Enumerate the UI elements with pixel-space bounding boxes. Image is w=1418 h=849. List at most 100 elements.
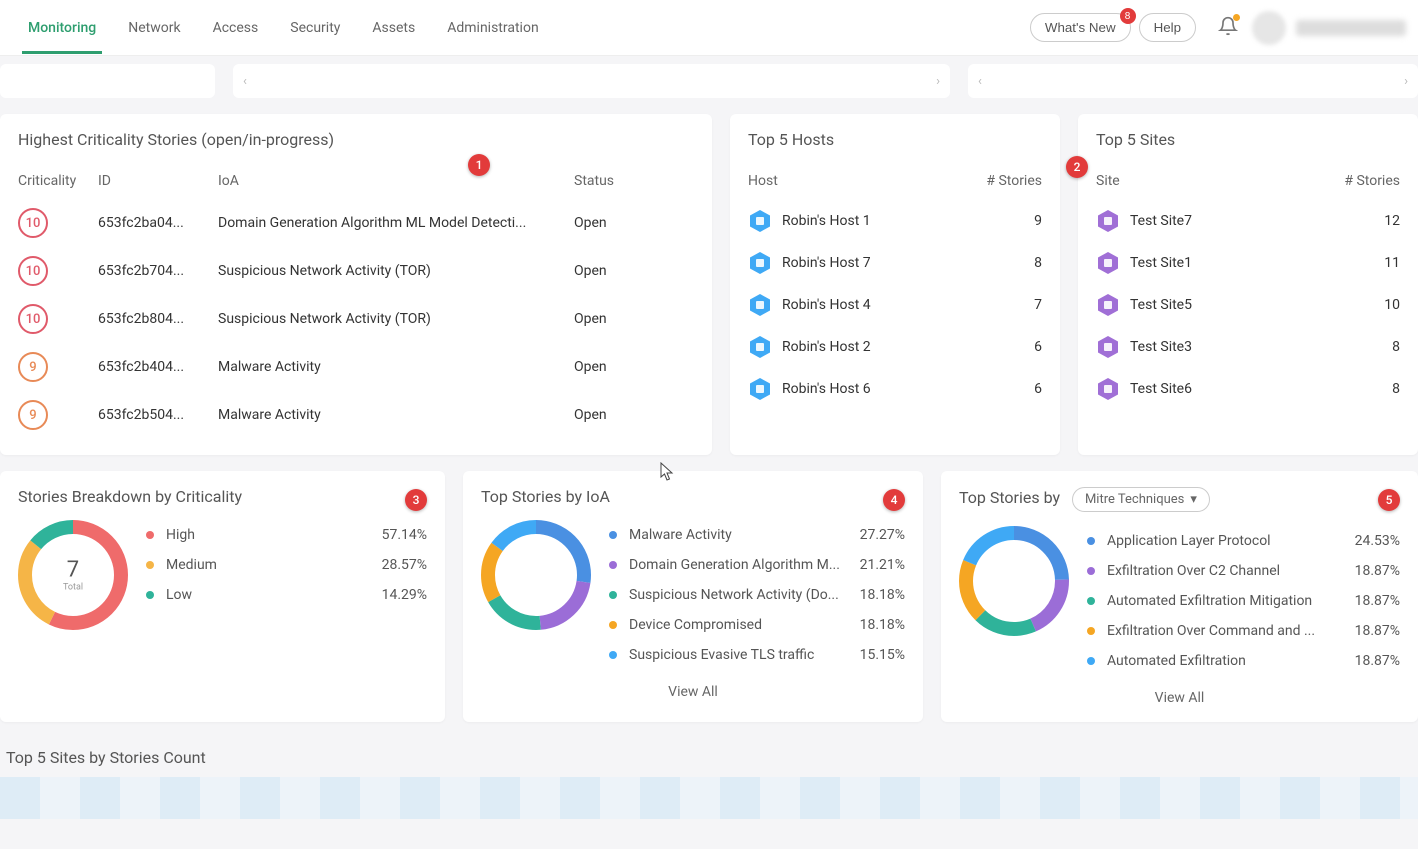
legend-item[interactable]: Low 14.29% (146, 580, 427, 610)
legend-pct: 15.15% (860, 647, 905, 663)
story-row[interactable]: 10 653fc2ba04... Domain Generation Algor… (18, 199, 694, 247)
story-id: 653fc2b504... (98, 407, 218, 423)
legend-dot (609, 531, 617, 539)
host-row[interactable]: Robin's Host 1 9 (748, 200, 1042, 242)
legend-item[interactable]: Malware Activity 27.27% (609, 520, 905, 550)
host-row[interactable]: Robin's Host 6 6 (748, 368, 1042, 410)
host-icon (748, 377, 772, 401)
site-count: 10 (1320, 297, 1400, 313)
legend-item[interactable]: Domain Generation Algorithm M... 21.21% (609, 550, 905, 580)
site-row[interactable]: Test Site7 12 (1096, 200, 1400, 242)
summary-box-2[interactable]: ‹› (233, 64, 950, 98)
nav-tab-assets[interactable]: Assets (356, 2, 431, 54)
nav-tabs: MonitoringNetworkAccessSecurityAssetsAdm… (12, 2, 555, 54)
legend-label: Suspicious Evasive TLS traffic (629, 647, 850, 663)
mitre-dropdown-label: Mitre Techniques (1085, 492, 1184, 507)
breakdown-total: 7 (63, 558, 83, 583)
host-count: 9 (962, 213, 1042, 229)
nav-tab-network[interactable]: Network (112, 2, 196, 54)
mitre-dropdown[interactable]: Mitre Techniques ▾ (1072, 487, 1210, 512)
story-status: Open (574, 407, 694, 423)
story-row[interactable]: 10 653fc2b704... Suspicious Network Acti… (18, 247, 694, 295)
host-count: 6 (962, 339, 1042, 355)
legend-item[interactable]: Suspicious Network Activity (Do... 18.18… (609, 580, 905, 610)
legend-label: Application Layer Protocol (1107, 533, 1345, 549)
whats-new-button[interactable]: What's New 8 (1030, 13, 1131, 42)
legend-label: Domain Generation Algorithm M... (629, 557, 850, 573)
top-nav: MonitoringNetworkAccessSecurityAssetsAdm… (0, 0, 1418, 56)
story-row[interactable]: 9 653fc2b504... Malware Activity Open (18, 391, 694, 439)
site-row[interactable]: Test Site1 11 (1096, 242, 1400, 284)
mitre-donut (959, 526, 1069, 636)
nav-tab-security[interactable]: Security (274, 2, 356, 54)
criticality-badge: 9 (18, 400, 48, 430)
legend-pct: 21.21% (860, 557, 905, 573)
site-name: Test Site7 (1130, 213, 1192, 229)
legend-pct: 24.53% (1355, 533, 1400, 549)
story-status: Open (574, 263, 694, 279)
notifications-icon[interactable] (1218, 16, 1238, 40)
mitre-view-all-link[interactable]: View All (959, 676, 1400, 706)
col-host: Host (748, 173, 962, 189)
help-label: Help (1154, 20, 1181, 35)
site-row[interactable]: Test Site6 8 (1096, 368, 1400, 410)
host-row[interactable]: Robin's Host 2 6 (748, 326, 1042, 368)
legend-item[interactable]: Suspicious Evasive TLS traffic 15.15% (609, 640, 905, 670)
story-ioa: Malware Activity (218, 407, 574, 423)
nav-tab-administration[interactable]: Administration (431, 2, 554, 54)
legend-dot (1087, 537, 1095, 545)
annotation-badge-5: 5 (1378, 489, 1400, 511)
story-row[interactable]: 10 653fc2b804... Suspicious Network Acti… (18, 295, 694, 343)
col-ioa: IoA (218, 173, 574, 189)
breakdown-total-label: Total (63, 583, 83, 593)
breakdown-title: Stories Breakdown by Criticality (18, 487, 427, 506)
legend-dot (1087, 597, 1095, 605)
legend-pct: 18.87% (1355, 593, 1400, 609)
legend-item[interactable]: Automated Exfiltration 18.87% (1087, 646, 1400, 676)
breakdown-card: 3 Stories Breakdown by Criticality 7 Tot… (0, 471, 445, 722)
top-ioa-card: 4 Top Stories by IoA Malware Activity 27… (463, 471, 923, 722)
annotation-badge-1: 1 (468, 154, 490, 176)
top-mitre-card: 5 Top Stories by Mitre Techniques ▾ Appl… (941, 471, 1418, 722)
username-redacted (1296, 20, 1406, 36)
legend-item[interactable]: Automated Exfiltration Mitigation 18.87% (1087, 586, 1400, 616)
annotation-badge-2: 2 (1066, 156, 1088, 178)
legend-label: Device Compromised (629, 617, 850, 633)
site-count: 12 (1320, 213, 1400, 229)
highest-criticality-card: Highest Criticality Stories (open/in-pro… (0, 114, 712, 455)
annotation-badge-4: 4 (883, 489, 905, 511)
site-row[interactable]: Test Site3 8 (1096, 326, 1400, 368)
site-icon (1096, 293, 1120, 317)
nav-tab-access[interactable]: Access (197, 2, 275, 54)
summary-strip: ‹› ‹› (0, 56, 1418, 114)
host-count: 7 (962, 297, 1042, 313)
legend-item[interactable]: High 57.14% (146, 520, 427, 550)
legend-item[interactable]: Exfiltration Over C2 Channel 18.87% (1087, 556, 1400, 586)
help-button[interactable]: Help (1139, 13, 1196, 42)
bottom-card-title: Top 5 Sites by Stories Count (0, 738, 1418, 777)
top-sites-card: 2 Top 5 Sites Site # Stories Test Site7 … (1078, 114, 1418, 455)
legend-item[interactable]: Application Layer Protocol 24.53% (1087, 526, 1400, 556)
legend-dot (1087, 657, 1095, 665)
legend-pct: 18.87% (1355, 623, 1400, 639)
legend-label: Malware Activity (629, 527, 850, 543)
legend-pct: 28.57% (382, 557, 427, 573)
host-row[interactable]: Robin's Host 7 8 (748, 242, 1042, 284)
legend-item[interactable]: Medium 28.57% (146, 550, 427, 580)
nav-tab-monitoring[interactable]: Monitoring (12, 2, 112, 54)
top-hosts-card: Top 5 Hosts Host # Stories Robin's Host … (730, 114, 1060, 455)
legend-item[interactable]: Device Compromised 18.18% (609, 610, 905, 640)
user-menu[interactable] (1252, 11, 1406, 45)
top-mitre-title: Top Stories by Mitre Techniques ▾ (959, 487, 1400, 512)
site-row[interactable]: Test Site5 10 (1096, 284, 1400, 326)
story-row[interactable]: 9 653fc2b404... Malware Activity Open (18, 343, 694, 391)
ioa-view-all-link[interactable]: View All (481, 670, 905, 700)
host-row[interactable]: Robin's Host 4 7 (748, 284, 1042, 326)
legend-dot (609, 651, 617, 659)
host-icon (748, 251, 772, 275)
criticality-badge: 10 (18, 256, 48, 286)
summary-box-3[interactable]: ‹› (968, 64, 1418, 98)
col-site: Site (1096, 173, 1320, 189)
legend-dot (146, 531, 154, 539)
legend-item[interactable]: Exfiltration Over Command and ... 18.87% (1087, 616, 1400, 646)
